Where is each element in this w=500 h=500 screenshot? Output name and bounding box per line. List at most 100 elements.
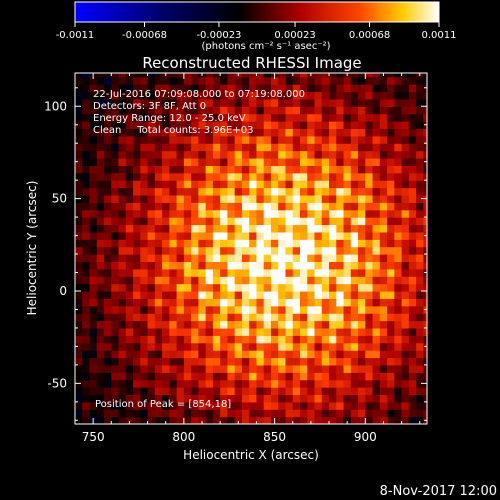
heatmap-cell: [241, 283, 250, 292]
heatmap-cell: [162, 261, 170, 270]
heatmap-cell: [133, 387, 141, 396]
heatmap-cell: [307, 372, 316, 381]
heatmap-cell: [176, 209, 185, 218]
heatmap-cell: [111, 224, 120, 233]
heatmap-cell: [408, 357, 417, 366]
heatmap-cell: [96, 172, 105, 181]
heatmap-cell: [329, 209, 337, 218]
heatmap-cell: [133, 165, 141, 174]
heatmap-cell: [96, 121, 105, 130]
heatmap-cell: [285, 98, 294, 107]
heatmap-cell: [234, 276, 243, 285]
heatmap-cell: [336, 246, 345, 255]
heatmap-cell: [198, 239, 207, 248]
heatmap-cell: [423, 276, 427, 285]
heatmap-cell: [329, 224, 337, 233]
heatmap-cell: [125, 372, 134, 381]
heatmap-cell: [329, 73, 337, 78]
heatmap-cell: [350, 313, 359, 322]
heatmap-cell: [241, 121, 250, 130]
heatmap-cell: [423, 327, 427, 336]
heatmap-cell: [104, 276, 112, 285]
heatmap-cell: [118, 372, 127, 381]
heatmap-cell: [191, 91, 199, 100]
heatmap-cell: [372, 202, 381, 211]
heatmap-cell: [329, 313, 337, 322]
heatmap-cell: [314, 239, 323, 248]
heatmap-cell: [96, 217, 105, 226]
heatmap-cell: [329, 98, 337, 107]
heatmap-cell: [285, 305, 294, 314]
heatmap-cell: [241, 416, 250, 424]
heatmap-cell: [314, 121, 323, 130]
heatmap-cell: [350, 239, 359, 248]
heatmap-cell: [343, 327, 352, 336]
heatmap-cell: [89, 305, 98, 314]
heatmap-cell: [133, 187, 141, 196]
heatmap-cell: [118, 246, 127, 255]
heatmap-cell: [191, 98, 199, 107]
heatmap-cell: [249, 364, 258, 373]
heatmap-cell: [336, 276, 345, 285]
heatmap-cell: [183, 401, 192, 410]
heatmap-cell: [329, 128, 337, 137]
heatmap-cell: [278, 84, 287, 93]
heatmap-cell: [241, 135, 250, 144]
heatmap-cell: [299, 180, 308, 189]
heatmap-cell: [82, 254, 91, 263]
x-tick-label: 850: [263, 430, 286, 444]
heatmap-cell: [394, 305, 403, 314]
heatmap-cell: [169, 268, 178, 277]
heatmap-cell: [270, 224, 279, 233]
heatmap-cell: [212, 209, 221, 218]
heatmap-cell: [307, 187, 316, 196]
heatmap-cell: [82, 135, 91, 144]
heatmap-cell: [299, 121, 308, 130]
heatmap-cell: [336, 165, 345, 174]
heatmap-cell: [147, 305, 156, 314]
heatmap-cell: [176, 401, 185, 410]
heatmap-cell: [416, 157, 424, 166]
heatmap-cell: [249, 305, 258, 314]
heatmap-cell: [241, 106, 250, 115]
heatmap-cell: [234, 91, 243, 100]
heatmap-cell: [176, 172, 185, 181]
heatmap-cell: [133, 135, 141, 144]
heatmap-cell: [82, 187, 91, 196]
heatmap-cell: [176, 239, 185, 248]
heatmap-cell: [96, 165, 105, 174]
heatmap-cell: [256, 187, 265, 196]
heatmap-cell: [292, 276, 301, 285]
heatmap-cell: [162, 187, 170, 196]
heatmap-cell: [379, 231, 388, 240]
heatmap-cell: [89, 150, 98, 159]
heatmap-cell: [263, 76, 272, 85]
heatmap-cell: [89, 372, 98, 381]
heatmap-cell: [329, 283, 337, 292]
heatmap-cell: [401, 379, 410, 388]
heatmap-cell: [82, 165, 91, 174]
heatmap-cell: [307, 394, 316, 403]
heatmap-cell: [96, 73, 105, 78]
heatmap-cell: [329, 165, 337, 174]
heatmap-cell: [321, 187, 330, 196]
heatmap-cell: [358, 298, 366, 307]
heatmap-cell: [176, 379, 185, 388]
heatmap-cell: [358, 246, 366, 255]
heatmap-cell: [336, 283, 345, 292]
heatmap-cell: [314, 313, 323, 322]
heatmap-cell: [416, 268, 424, 277]
heatmap-cell: [249, 187, 258, 196]
heatmap-cell: [198, 84, 207, 93]
heatmap-cell: [162, 283, 170, 292]
heatmap-cell: [191, 209, 199, 218]
heatmap-cell: [104, 298, 112, 307]
heatmap-cell: [358, 268, 366, 277]
heatmap-cell: [329, 246, 337, 255]
heatmap-cell: [147, 276, 156, 285]
heatmap-cell: [198, 379, 207, 388]
heatmap-cell: [365, 202, 374, 211]
heatmap-cell: [270, 194, 279, 203]
heatmap-cell: [387, 320, 395, 329]
heatmap-cell: [299, 128, 308, 137]
